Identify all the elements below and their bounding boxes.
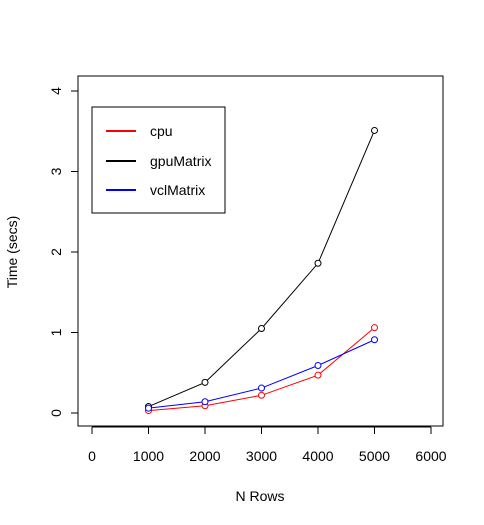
y-tick-label: 3: [48, 167, 64, 175]
data-point: [201, 398, 209, 406]
data-point: [201, 378, 209, 386]
data-point: [258, 391, 265, 399]
series-vclMatrix: [145, 336, 378, 412]
x-axis-tick-labels: 0 1000 2000 3000 4000 5000 6000: [88, 448, 447, 464]
data-point: [314, 371, 322, 379]
series-cpu: [145, 324, 378, 415]
y-axis-ticks: [71, 90, 78, 414]
data-point: [371, 126, 378, 134]
data-point: [258, 384, 265, 392]
x-axis-label: N Rows: [235, 488, 284, 504]
legend-label: vclMatrix: [150, 182, 205, 198]
y-tick-label: 4: [48, 87, 64, 95]
legend-label: gpuMatrix: [150, 153, 211, 169]
y-axis-label: Time (secs): [4, 216, 20, 289]
legend-label: cpu: [150, 123, 173, 139]
legend-items: cpu gpuMatrix vclMatrix: [106, 123, 211, 198]
x-tick-label: 0: [88, 448, 96, 464]
x-tick-label: 3000: [246, 448, 277, 464]
data-point: [314, 259, 322, 267]
y-tick-label: 0: [48, 409, 64, 417]
data-point: [371, 336, 378, 344]
y-axis-tick-labels: 0 1 2 3 4: [48, 87, 64, 417]
x-axis-ticks: [91, 427, 432, 434]
data-point: [371, 324, 378, 332]
x-tick-label: 6000: [415, 448, 446, 464]
data-point: [145, 404, 152, 412]
data-point: [258, 324, 265, 332]
x-tick-label: 2000: [189, 448, 220, 464]
x-tick-label: 4000: [302, 448, 333, 464]
data-point: [314, 362, 322, 370]
y-tick-label: 2: [48, 248, 64, 256]
x-tick-label: 5000: [359, 448, 390, 464]
legend: cpu gpuMatrix vclMatrix: [91, 106, 226, 214]
series-layer: [145, 126, 378, 415]
y-tick-label: 1: [48, 328, 64, 336]
x-tick-label: 1000: [133, 448, 164, 464]
